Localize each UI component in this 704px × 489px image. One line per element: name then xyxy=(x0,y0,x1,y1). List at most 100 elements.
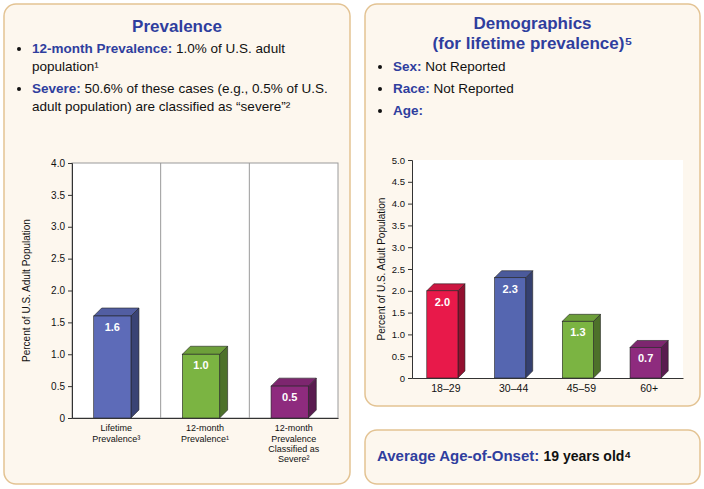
bar-top xyxy=(495,271,533,278)
tick: 0.5 xyxy=(392,351,412,362)
tick-mark xyxy=(408,378,412,379)
tick-label: 18–29 xyxy=(431,382,460,394)
tick: 12-monthPrevalence¹ xyxy=(181,418,229,444)
y-axis-title: Percent of U.S. Adult Population xyxy=(376,198,387,341)
bullet-label: Severe: xyxy=(32,81,81,96)
tick-label-line: 60+ xyxy=(640,382,658,394)
category-divider xyxy=(160,163,161,418)
tick-label-line: Prevalence³ xyxy=(92,434,140,444)
tick: 1.5 xyxy=(51,317,72,328)
title: Demographics xyxy=(365,14,700,34)
tick: 0 xyxy=(59,413,72,424)
tick-label-line: Lifetime xyxy=(101,423,133,433)
data-label: 2.0 xyxy=(435,296,450,308)
bar xyxy=(495,278,526,378)
tick-mark xyxy=(68,418,72,419)
tick-mark xyxy=(408,182,412,183)
tick: 3.0 xyxy=(51,221,72,232)
bar-top xyxy=(427,284,465,291)
data-label: 2.3 xyxy=(502,283,517,295)
bullet-label: Age: xyxy=(393,103,423,118)
y-axis: 00.51.01.52.02.53.03.54.04.55.0 xyxy=(392,155,413,384)
tick-mark xyxy=(408,356,412,357)
bar xyxy=(271,386,308,418)
tick-label: 2.0 xyxy=(392,285,405,296)
tick-label-line: Prevalence xyxy=(271,434,316,444)
data-label: 1.0 xyxy=(193,359,208,371)
tick: 3.5 xyxy=(51,190,72,201)
tick-mark xyxy=(68,386,72,387)
tick-label-line: Severe² xyxy=(278,454,310,464)
tick-label-line: Classified as xyxy=(268,444,320,454)
tick: LifetimePrevalence³ xyxy=(92,418,140,444)
title: Prevalence xyxy=(4,17,350,37)
tick: 12-monthPrevalenceClassified asSevere² xyxy=(268,418,320,464)
data-label: 1.6 xyxy=(105,321,120,333)
tick-label: 2.0 xyxy=(51,285,65,296)
tick: 0.5 xyxy=(51,381,72,392)
tick: 2.5 xyxy=(392,264,412,275)
tick-label: 1.5 xyxy=(392,307,405,318)
bar-top xyxy=(271,378,316,386)
tick-label: 4.0 xyxy=(392,198,405,209)
tick: 0 xyxy=(400,373,412,384)
tick: 4.0 xyxy=(392,198,412,209)
tick-label-line: 30–44 xyxy=(499,382,528,394)
space xyxy=(81,81,85,96)
bullet: Sex: Not Reported xyxy=(393,58,702,76)
space xyxy=(422,59,426,74)
bar-side xyxy=(131,308,139,418)
bar-top xyxy=(562,314,600,321)
axis-line xyxy=(413,378,684,379)
tick-mark xyxy=(408,269,412,270)
space xyxy=(539,447,543,464)
chart: 2.02.31.30.700.51.01.52.02.53.03.54.04.5… xyxy=(376,155,684,395)
tick-mark xyxy=(68,227,72,228)
bullet: Severe: 50.6% of these cases (e.g., 0.5%… xyxy=(32,80,352,116)
tick-mark xyxy=(408,291,412,292)
tick-mark xyxy=(408,204,412,205)
tick-label: 2.5 xyxy=(392,264,405,275)
tick-label: 1.5 xyxy=(51,317,65,328)
callout-label: Average Age-of-Onset: xyxy=(377,447,539,464)
bar xyxy=(427,291,458,378)
tick-mark xyxy=(408,225,412,226)
tick-label: 12-monthPrevalenceClassified asSevere² xyxy=(268,423,320,464)
tick: 3.0 xyxy=(392,242,412,253)
panel-title-box: Prevalence xyxy=(4,17,350,37)
tick-label-line: Prevalence¹ xyxy=(181,434,229,444)
bullet: Age: xyxy=(393,102,702,120)
tick: 4.0 xyxy=(51,158,72,169)
tick-label: 4.5 xyxy=(392,176,405,187)
x-axis: LifetimePrevalence³12-monthPrevalence¹12… xyxy=(73,418,339,464)
panel xyxy=(4,4,350,484)
bar-side xyxy=(458,284,465,378)
tick-label: 60+ xyxy=(640,382,658,394)
bar-side xyxy=(220,346,228,418)
tick-label: LifetimePrevalence³ xyxy=(92,423,140,443)
bar-side xyxy=(526,271,533,378)
canvas: 1.6 1.0 0.5 0 0.5 1.0 1.5 2.0 2.5 3.0 3.5 4.0 Lifeti… xyxy=(0,0,704,489)
tick: 3.5 xyxy=(392,220,412,231)
tick: 1.0 xyxy=(392,329,412,340)
bullet-text: Not Reported xyxy=(434,81,514,96)
tick-mark xyxy=(68,259,72,260)
page: 1.6 1.0 0.5 0 0.5 1.0 1.5 2.0 2.5 3.0 3.5 4.0 Lifeti… xyxy=(0,0,704,489)
x-axis: 18–29 30–44 45–59 60+ xyxy=(413,378,684,394)
tick: 30–44 xyxy=(499,378,528,394)
tick-label: 0 xyxy=(59,413,65,424)
tick: 45–59 xyxy=(567,378,596,394)
tick-label-line: 12-month xyxy=(275,423,313,433)
bullet-label: Race: xyxy=(393,81,430,96)
tick-mark xyxy=(68,163,72,164)
tick-mark xyxy=(68,322,72,323)
y-axis: 00.51.01.52.02.53.03.54.0 xyxy=(51,158,72,424)
tick-label: 4.0 xyxy=(51,158,65,169)
space xyxy=(172,41,176,56)
panel-title-box: Demographics(for lifetime prevalence)⁵ xyxy=(365,14,700,54)
tick: 4.5 xyxy=(392,176,412,187)
tick-mark xyxy=(408,334,412,335)
bullet-list: 12-month Prevalence: 1.0% of U.S. adult … xyxy=(16,40,352,120)
space xyxy=(430,81,434,96)
tick-label: 1.0 xyxy=(51,349,65,360)
